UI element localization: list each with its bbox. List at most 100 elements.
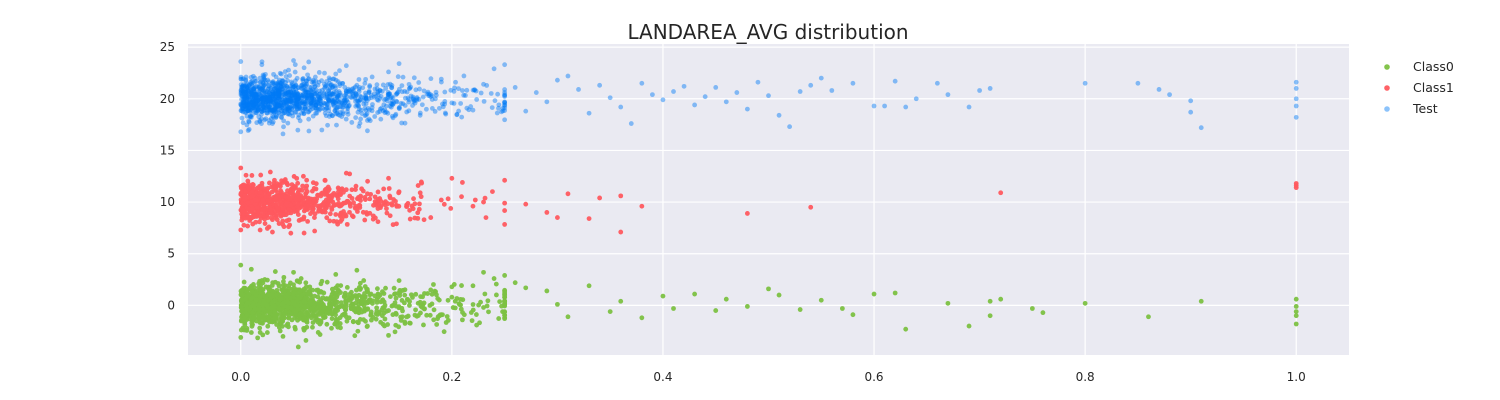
data-point (248, 90, 254, 95)
data-point (311, 81, 317, 87)
data-point (428, 287, 434, 293)
data-point (429, 301, 435, 307)
data-point (263, 96, 269, 102)
data-point (293, 99, 299, 105)
data-point (264, 226, 270, 231)
data-point (332, 96, 337, 102)
data-point (387, 91, 393, 97)
data-point (246, 215, 251, 220)
data-point (274, 102, 280, 108)
data-point (349, 90, 355, 95)
data-point (281, 300, 286, 306)
data-point (442, 101, 448, 107)
data-point (271, 107, 277, 113)
data-point (671, 89, 676, 94)
data-point (379, 88, 385, 94)
data-point (349, 195, 355, 201)
data-point (289, 92, 295, 98)
data-point (639, 315, 645, 321)
data-point (255, 107, 261, 112)
data-point (317, 88, 323, 94)
data-point (318, 101, 323, 107)
data-point (366, 96, 372, 101)
y-tick-label: 15 (160, 143, 175, 157)
data-point (385, 95, 390, 101)
data-point (396, 203, 402, 209)
data-point (302, 101, 307, 107)
data-point (329, 85, 335, 91)
data-point (240, 102, 246, 108)
data-point (331, 98, 336, 104)
data-point (327, 93, 333, 99)
data-point (394, 221, 399, 227)
data-point (378, 116, 384, 122)
data-point (261, 105, 267, 111)
data-point (383, 85, 389, 91)
data-point (389, 85, 395, 91)
data-point (266, 79, 272, 85)
data-point (618, 229, 624, 235)
data-point (247, 107, 253, 113)
data-point (295, 180, 301, 186)
data-point (491, 276, 497, 281)
data-point (299, 95, 305, 101)
data-point (326, 98, 332, 104)
data-point (273, 108, 279, 114)
data-point (342, 97, 348, 103)
data-point (248, 74, 254, 80)
data-point (454, 111, 460, 117)
data-point (288, 104, 293, 110)
data-point (316, 103, 322, 109)
data-point (344, 104, 350, 110)
data-point (305, 72, 310, 78)
data-point (367, 118, 373, 124)
data-point (378, 93, 384, 99)
data-point (267, 97, 273, 103)
data-point (404, 89, 410, 95)
data-point (259, 96, 264, 102)
data-point (260, 99, 266, 105)
data-point (305, 89, 311, 95)
data-point (316, 94, 321, 100)
data-point (372, 86, 378, 92)
data-point (301, 216, 307, 222)
data-point (253, 101, 259, 106)
data-point (286, 283, 292, 289)
data-point (245, 108, 250, 114)
data-point (334, 122, 339, 128)
data-point (363, 112, 369, 118)
data-point (290, 98, 295, 104)
data-point (311, 79, 317, 85)
data-point (324, 93, 330, 99)
data-point (260, 85, 266, 91)
data-point (448, 205, 454, 211)
data-point (246, 127, 252, 132)
data-point (248, 100, 254, 105)
data-point (308, 99, 314, 105)
data-point (241, 99, 247, 105)
data-point (383, 103, 389, 109)
data-point (296, 95, 302, 101)
data-point (238, 101, 244, 107)
data-point (336, 92, 342, 98)
data-point (270, 113, 276, 119)
data-point (348, 90, 353, 95)
data-point (427, 92, 433, 97)
data-point (326, 186, 332, 192)
data-point (338, 192, 344, 198)
data-point (249, 91, 255, 97)
data-point (428, 215, 434, 220)
data-point (396, 105, 402, 111)
data-point (278, 103, 284, 109)
data-point (266, 107, 271, 113)
data-point (340, 80, 345, 86)
data-point (247, 102, 253, 108)
data-point (255, 102, 261, 108)
data-point (353, 99, 358, 104)
data-point (281, 101, 287, 107)
data-point (335, 97, 340, 103)
data-point (238, 327, 244, 333)
data-point (270, 229, 275, 235)
data-point (364, 111, 370, 117)
data-point (808, 204, 814, 210)
